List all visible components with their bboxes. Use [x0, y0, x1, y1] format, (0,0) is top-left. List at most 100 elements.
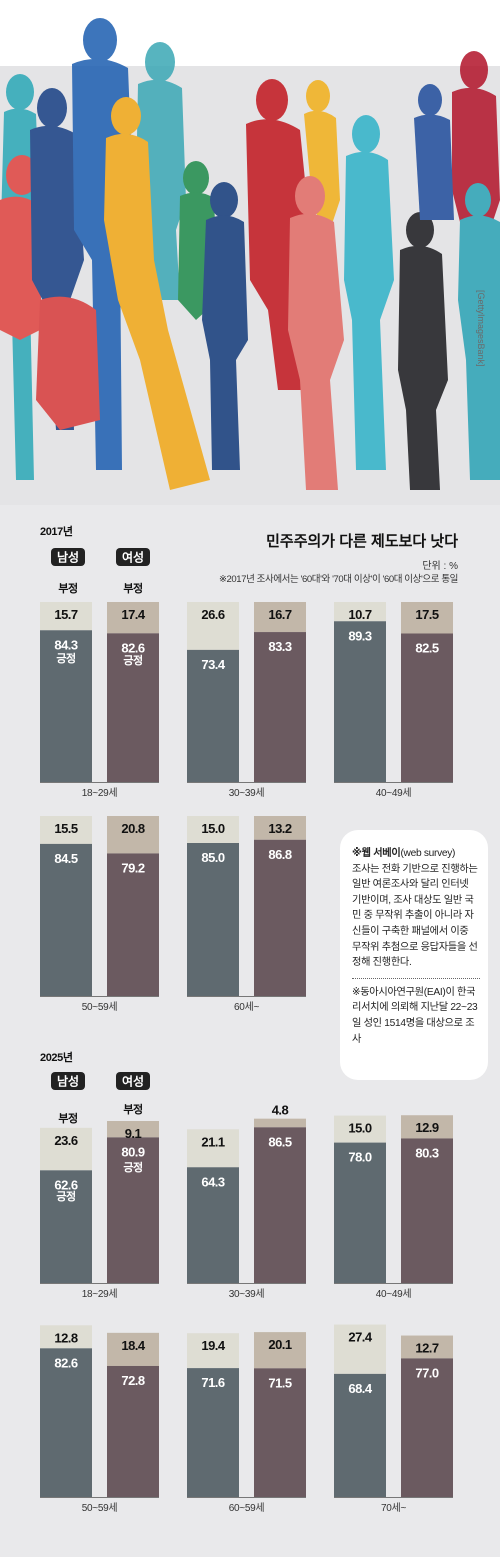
- note-paragraph-1: 조사는 전화 기반으로 진행하는 일반 여론조사와 달리 인터넷 기반이며, 조…: [352, 863, 478, 969]
- legend-male: 남성: [57, 550, 79, 565]
- bar-positive-male: [40, 1348, 92, 1497]
- bar-negative-male: [187, 602, 239, 650]
- age-group-label: 60~59세: [229, 1502, 265, 1514]
- data-label-negative: 15.5: [54, 821, 78, 836]
- legend-negative-male-2025: 부정: [58, 1111, 77, 1125]
- bar-negative-female: [254, 1332, 306, 1369]
- bar-negative-female: [254, 602, 306, 633]
- bar-negative-male: [334, 602, 386, 622]
- data-label-positive: 86.5: [268, 1134, 292, 1149]
- bar-negative-female: [254, 1118, 306, 1128]
- data-label-negative: 15.7: [54, 607, 78, 622]
- note-divider: [352, 977, 480, 979]
- bar-negative-male: [40, 1325, 92, 1349]
- data-label-positive: 89.3: [348, 628, 372, 643]
- note-paragraph-2: ※동아시아연구원(EAI)이 한국리서치에 의뢰해 지난달 22~23일 성인 …: [352, 986, 478, 1045]
- legend-female-2025-bg: [116, 1072, 150, 1090]
- bar-negative-male: [40, 816, 92, 844]
- age-group-label: 70세~: [381, 1502, 406, 1514]
- age-group-label: 30~39세: [229, 1288, 265, 1300]
- bar-negative-male: [40, 602, 92, 631]
- data-label-positive: 80.9: [121, 1144, 145, 1159]
- legend-female-bg: [116, 548, 150, 566]
- bar-negative-male: [187, 1129, 239, 1168]
- age-group-label: 40~49세: [376, 1288, 412, 1300]
- bar-positive-male: [40, 630, 92, 782]
- data-label-positive: 71.6: [201, 1375, 225, 1390]
- data-label-negative: 19.4: [201, 1338, 226, 1353]
- legend-female-2025: 여성: [122, 1074, 144, 1089]
- legend-negative-male: 부정: [58, 581, 77, 595]
- data-label-positive: 82.5: [415, 641, 439, 656]
- data-label-negative: 20.1: [268, 1337, 292, 1352]
- data-label-negative: 13.2: [268, 821, 292, 836]
- year-label-2025: 2025년: [40, 1050, 73, 1064]
- data-label-positive: 62.6: [54, 1177, 78, 1192]
- data-label-negative: 26.6: [201, 607, 225, 622]
- data-label-negative: 12.8: [54, 1330, 78, 1345]
- survey-note: ※2017년 조사에서는 '60대'와 '70대 이상'이 '60대 이상'으로…: [218, 574, 458, 585]
- bar-positive-male: [334, 621, 386, 782]
- data-label-negative: 18.4: [121, 1338, 146, 1353]
- year-label-2017: 2017년: [40, 524, 73, 538]
- data-label-positive: 84.3: [54, 637, 78, 652]
- data-label-negative: 17.4: [121, 607, 146, 622]
- age-group-label: 18~29세: [82, 1288, 118, 1300]
- data-label-negative: 12.9: [415, 1120, 439, 1135]
- data-label-positive: 72.8: [121, 1373, 145, 1388]
- crowd-silhouettes-image: [0, 18, 500, 491]
- image-credit: [GettyImagesBank]: [476, 290, 486, 367]
- bar-positive-male: [187, 1167, 239, 1283]
- age-group-label: 50~59세: [82, 1502, 118, 1514]
- age-group-label: 60세~: [234, 1001, 259, 1013]
- note-heading-rest: (web survey): [400, 848, 456, 859]
- unit-label: 단위 : %: [422, 561, 458, 572]
- chart-area: 15.7 84.3 17.4 82.6 18~29세 26.6 73.4 16.7 83.3 30…: [0, 505, 500, 1557]
- bar-positive-female: [254, 632, 306, 782]
- bar-negative-female: [254, 816, 306, 840]
- bar-positive-male: [187, 1368, 239, 1497]
- legend-male-2025-bg: [51, 1072, 85, 1090]
- age-group-label: 18~29세: [82, 787, 118, 799]
- bar-negative-female: [107, 1121, 159, 1138]
- data-label-negative: 9.1: [125, 1126, 142, 1141]
- chart-title: 민주주의가 다른 제도보다 낫다: [266, 533, 458, 550]
- bar-chart: 15.7 84.3 17.4 82.6 18~29세 26.6 73.4 16.7 83.3 30…: [40, 524, 453, 1514]
- data-label-negative: 16.7: [268, 607, 292, 622]
- bar-positive-male: [40, 1170, 92, 1283]
- bar-positive-female: [254, 839, 306, 996]
- bar-negative-female: [401, 1335, 453, 1359]
- bar-positive-female: [401, 633, 453, 782]
- legend-male-2025: 남성: [57, 1074, 79, 1089]
- data-label-positive: 83.3: [268, 639, 292, 654]
- data-label-negative: 23.6: [54, 1133, 78, 1148]
- bar-negative-female: [107, 1332, 159, 1366]
- data-label-negative: 12.7: [415, 1341, 439, 1356]
- data-label-positive: 73.4: [201, 657, 226, 672]
- data-label-negative: 27.4: [348, 1330, 373, 1345]
- bar-positive-female: [107, 1137, 159, 1283]
- data-label-positive: 86.8: [268, 847, 292, 862]
- data-label-positive: 85.0: [201, 850, 225, 865]
- bar-negative-female: [401, 1115, 453, 1139]
- data-label-positive: 77.0: [415, 1365, 439, 1380]
- data-label-negative: 4.8: [272, 1103, 289, 1118]
- legend-positive-male: 긍정: [56, 651, 75, 665]
- bar-positive-female: [401, 1358, 453, 1497]
- bar-positive-female: [254, 1368, 306, 1497]
- bar-positive-female: [254, 1127, 306, 1283]
- bar-negative-male: [334, 1115, 386, 1143]
- data-label-positive: 78.0: [348, 1150, 372, 1165]
- note-heading-bold: ※웹 서베이: [352, 848, 401, 859]
- bar-positive-male: [334, 1373, 386, 1497]
- bar-negative-male: [334, 1324, 386, 1374]
- data-label-negative: 17.5: [415, 607, 439, 622]
- legend-positive-female: 긍정: [123, 653, 142, 667]
- data-label-negative: 15.0: [201, 821, 225, 836]
- legend-positive-male-2025: 긍정: [56, 1189, 75, 1203]
- bar-negative-female: [107, 816, 159, 854]
- bar-positive-male: [40, 843, 92, 996]
- legend-negative-female-2025: 부정: [123, 1102, 142, 1116]
- note-box: ※웹 서베이(web survey) 조사는 전화 기반으로 진행하는 일반 여…: [340, 830, 488, 1080]
- data-label-positive: 82.6: [121, 640, 145, 655]
